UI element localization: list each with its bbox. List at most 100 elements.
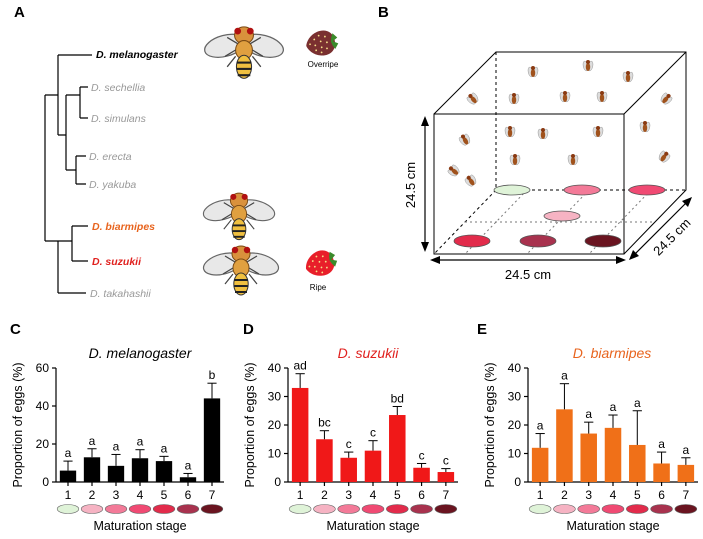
maturation-dish-icon bbox=[104, 504, 128, 514]
significance-letter: a bbox=[161, 441, 168, 455]
x-axis-label: Maturation stage bbox=[326, 519, 419, 533]
y-tick-label: 10 bbox=[268, 447, 282, 461]
x-tick-label: 5 bbox=[394, 488, 401, 502]
maturation-dish-icon bbox=[434, 504, 458, 514]
dishes bbox=[453, 184, 666, 248]
maturation-dish-icon bbox=[361, 504, 385, 514]
maturation-dish-icon bbox=[288, 504, 312, 514]
x-tick-label: 4 bbox=[370, 488, 377, 502]
bar bbox=[653, 463, 670, 482]
x-tick-label: 6 bbox=[185, 488, 192, 502]
x-tick-label: 1 bbox=[537, 488, 544, 502]
bar bbox=[604, 427, 622, 482]
cage-depth-label: 24.5 cm bbox=[650, 215, 693, 258]
maturation-dish-icon bbox=[56, 504, 80, 514]
significance-letter: a bbox=[683, 443, 690, 457]
maturation-dish-icon bbox=[410, 504, 433, 514]
maturation-dish-icon bbox=[601, 504, 625, 514]
dish-stage-5 bbox=[453, 234, 491, 248]
species-label: D. suzukii bbox=[92, 256, 142, 268]
species-label: D. simulans bbox=[91, 113, 147, 125]
phylogeny-tree bbox=[44, 54, 92, 294]
significance-letter: bd bbox=[391, 391, 404, 405]
y-tick-label: 30 bbox=[268, 390, 282, 404]
maturation-dish-icon bbox=[674, 504, 698, 514]
x-tick-label: 5 bbox=[634, 488, 641, 502]
maturation-dish-icon bbox=[553, 504, 576, 514]
x-tick-label: 5 bbox=[161, 488, 168, 502]
x-tick-label: 6 bbox=[418, 488, 425, 502]
y-tick-label: 40 bbox=[268, 361, 282, 375]
x-tick-label: 4 bbox=[610, 488, 617, 502]
y-tick-label: 40 bbox=[36, 399, 50, 413]
maturation-dish-icon bbox=[337, 504, 360, 514]
bar bbox=[340, 457, 357, 482]
significance-letter: c bbox=[346, 437, 352, 451]
significance-letter: a bbox=[537, 419, 544, 433]
y-tick-label: 0 bbox=[514, 475, 521, 489]
y-tick-label: 20 bbox=[508, 418, 522, 432]
bar bbox=[556, 409, 573, 482]
y-tick-label: 40 bbox=[508, 361, 522, 375]
maturation-dish-icon bbox=[152, 504, 176, 514]
bar bbox=[389, 415, 406, 482]
bar bbox=[155, 461, 173, 482]
overripe-label: Overripe bbox=[308, 60, 339, 69]
x-tick-label: 6 bbox=[658, 488, 665, 502]
bar bbox=[291, 387, 309, 482]
dish-stage-2 bbox=[563, 184, 601, 196]
bar bbox=[83, 457, 101, 482]
dish-stage-7 bbox=[584, 234, 622, 248]
chart-title: D. biarmipes bbox=[573, 345, 652, 361]
y-tick-label: 30 bbox=[508, 390, 522, 404]
panel-label-c: C bbox=[10, 321, 21, 338]
panel-label-b: B bbox=[378, 4, 389, 21]
bar bbox=[413, 467, 430, 482]
significance-letter: a bbox=[585, 407, 592, 421]
significance-letter: c bbox=[443, 454, 449, 468]
significance-letter: a bbox=[113, 439, 120, 453]
dish-stage-3 bbox=[628, 184, 666, 196]
bar bbox=[437, 472, 455, 482]
x-tick-label: 3 bbox=[585, 488, 592, 502]
dish-stage-4 bbox=[543, 210, 581, 222]
species-label: D. erecta bbox=[89, 151, 132, 163]
bar bbox=[131, 458, 149, 482]
maturation-dish-icon bbox=[176, 504, 200, 514]
chart-title: D. melanogaster bbox=[89, 345, 193, 361]
x-tick-label: 7 bbox=[209, 488, 216, 502]
panel-b: B bbox=[378, 4, 693, 282]
significance-letter: a bbox=[65, 446, 72, 460]
cage-width-label: 24.5 cm bbox=[505, 267, 551, 282]
panel-c-chart: D. melanogaster 0 20 40 60 Proportion of eggs… bbox=[11, 345, 224, 533]
y-axis-label: Proportion of eggs (%) bbox=[243, 362, 257, 487]
bar bbox=[580, 433, 597, 482]
panel-e-chart: D. biarmipes 0 10 20 30 40 Proportion of eggs … bbox=[483, 345, 698, 533]
maturation-dish-icon bbox=[577, 504, 600, 514]
y-tick-label: 20 bbox=[268, 418, 282, 432]
significance-letter: b bbox=[209, 368, 216, 382]
panel-d-chart: D. suzukii 0 10 20 30 40 Proportion of eggs (%… bbox=[243, 345, 458, 533]
bar bbox=[179, 477, 197, 482]
x-tick-label: 2 bbox=[89, 488, 96, 502]
significance-letter: a bbox=[185, 458, 192, 472]
y-axis-label: Proportion of eggs (%) bbox=[11, 362, 25, 487]
bar bbox=[677, 464, 695, 482]
x-axis-label: Maturation stage bbox=[566, 519, 659, 533]
maturation-dish-icon bbox=[626, 504, 649, 514]
ripe-label: Ripe bbox=[310, 283, 327, 292]
maturation-dish-icon bbox=[200, 504, 224, 514]
significance-letter: a bbox=[634, 396, 641, 410]
x-tick-label: 7 bbox=[683, 488, 690, 502]
x-tick-label: 7 bbox=[443, 488, 450, 502]
maturation-dish-icon bbox=[80, 504, 104, 514]
maturation-dish-icon bbox=[386, 504, 409, 514]
dish-stage-1 bbox=[493, 184, 531, 196]
y-tick-label: 60 bbox=[36, 361, 50, 375]
panel-label-e: E bbox=[477, 321, 487, 338]
species-label: D. takahashii bbox=[90, 288, 151, 300]
cage-outline bbox=[433, 51, 687, 255]
species-label: D. biarmipes bbox=[92, 221, 155, 233]
panel-label-a: A bbox=[14, 4, 25, 21]
biarmipes-fly-icon bbox=[200, 192, 278, 241]
